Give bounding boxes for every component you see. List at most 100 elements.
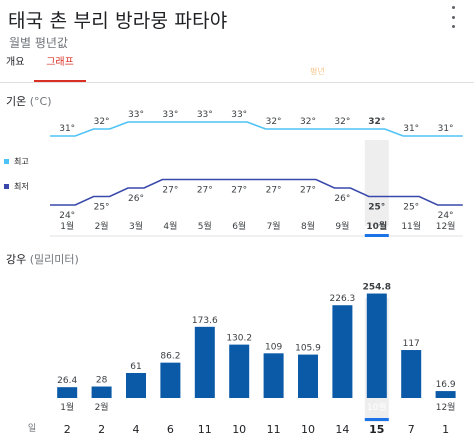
data-label-high: 33° [128, 110, 144, 120]
page-subtitle: 월별 평년값 [9, 36, 69, 50]
data-label-high: 32° [300, 117, 316, 127]
rain-days-label: 일 [28, 423, 36, 434]
rain-value-label: 117 [403, 339, 420, 349]
data-label-high: 31° [438, 124, 454, 134]
data-label-high: 33° [197, 110, 213, 120]
month-tick-label: 4월 [163, 220, 177, 232]
month-tick-label: 11월 [401, 220, 421, 232]
rain-value-label: 28 [96, 376, 108, 386]
header: 태국 촌 부리 방라뭉 파타야 월별 평년값 [8, 4, 474, 52]
month-tick-label: 6월 [232, 220, 246, 232]
data-label-low: 24° [59, 211, 75, 221]
rain-month-label: 3월 [129, 401, 143, 413]
selected-month-marker-rain [364, 418, 389, 421]
month-tick-label: 2월 [95, 220, 109, 232]
data-label-high: 32° [94, 117, 110, 127]
rain-value-label: 173.6 [192, 316, 218, 326]
legend-high: 최고 [4, 156, 29, 167]
rain-value-label: 105.9 [295, 344, 321, 354]
rain-month-label: 1월 [60, 401, 74, 413]
rain-month-label: 5월 [198, 401, 212, 413]
page-title: 태국 촌 부리 방라뭉 파타야 [8, 10, 228, 32]
rain-bar [298, 354, 318, 398]
rain-days-value: 2 [98, 423, 105, 436]
faded-tab-label: 평년 [310, 67, 325, 76]
rain-bar [126, 372, 146, 398]
rain-value-label: 16.9 [436, 380, 456, 390]
rain-days-value: 14 [335, 423, 349, 436]
rain-days-value: 11 [267, 423, 281, 436]
rain-days-value: 7 [408, 423, 415, 436]
data-label-low: 26° [334, 194, 350, 204]
rain-bar [194, 326, 215, 398]
rain-value-label: 86.2 [160, 352, 180, 362]
data-label-low: 27° [266, 186, 282, 196]
rain-month-label: 6월 [232, 401, 246, 413]
data-label-high: 32° [334, 117, 350, 127]
rain-days-value: 15 [369, 423, 384, 436]
rain-days-value: 10 [232, 423, 246, 436]
temperature-title: 기온 [6, 95, 27, 108]
month-tick-label: 1월 [60, 220, 74, 232]
tab-graph[interactable]: 그래프 [34, 56, 86, 82]
tab-overview[interactable]: 개요 [6, 57, 25, 68]
more-options-icon[interactable] [450, 6, 456, 28]
data-label-low: 26° [128, 194, 144, 204]
legend-low-swatch [4, 184, 9, 189]
month-tick-label: 10월 [366, 220, 387, 232]
rain-bar [435, 391, 456, 398]
rain-month-label: 12월 [436, 401, 456, 413]
data-label-high: 32° [368, 117, 385, 127]
series-line-low [50, 178, 463, 206]
month-tick-label: 9월 [335, 220, 349, 232]
data-label-low: 27° [300, 186, 316, 196]
rain-section-title: 강우 (밀리미터) [6, 251, 79, 267]
legend-high-swatch [4, 159, 9, 164]
rain-month-label: 10월 [367, 401, 387, 413]
rain-month-label: 7월 [267, 401, 281, 413]
rain-month-label: 9월 [335, 401, 349, 413]
data-label-low: 27° [197, 186, 213, 196]
data-label-high: 33° [231, 110, 247, 120]
rain-value-label: 26.4 [57, 376, 77, 386]
data-label-low: 25° [94, 203, 110, 213]
data-label-low: 25° [368, 203, 385, 213]
rain-title: 강우 [6, 253, 27, 266]
tab-bar: 개요 그래프 [0, 52, 474, 83]
rain-bar [332, 305, 353, 398]
rain-value-label: 226.3 [330, 294, 356, 304]
temperature-section-title: 기온 (°C) [6, 93, 52, 109]
rain-bar [57, 387, 78, 398]
rain-value-label: 130.2 [226, 334, 252, 344]
rain-month-label: 4월 [163, 401, 177, 413]
temperature-unit: (°C) [29, 95, 52, 108]
legend-high-label: 최고 [14, 157, 29, 166]
rain-bar [263, 353, 284, 398]
rain-unit: (밀리미터) [29, 253, 79, 266]
series-line-high [50, 121, 463, 137]
rain-value-label: 109 [265, 342, 282, 352]
data-label-high: 32° [266, 117, 282, 127]
rain-value-label: 254.8 [363, 283, 391, 293]
data-label-low: 27° [162, 186, 178, 196]
rain-days-value: 10 [301, 423, 315, 436]
rain-bar [229, 344, 250, 398]
month-tick-label: 8월 [301, 220, 315, 232]
rain-days-value: 6 [167, 423, 174, 436]
month-tick-label: 7월 [267, 220, 281, 232]
legend-low-label: 최저 [14, 182, 29, 191]
selected-month-highlight-temperature [364, 140, 389, 226]
month-tick-label: 5월 [198, 220, 212, 232]
rain-days-value: 1 [442, 423, 449, 436]
rain-month-label: 11월 [401, 401, 421, 413]
rain-value-label: 61 [130, 362, 141, 372]
rain-bar [160, 362, 181, 398]
month-tick-label: 12월 [436, 220, 456, 232]
rain-month-label: 2월 [95, 401, 109, 413]
selected-month-marker-temperature [364, 234, 389, 237]
rain-days-value: 4 [133, 423, 140, 436]
data-label-high: 31° [403, 124, 419, 134]
rain-bar [91, 386, 112, 398]
rain-bar [366, 293, 387, 398]
